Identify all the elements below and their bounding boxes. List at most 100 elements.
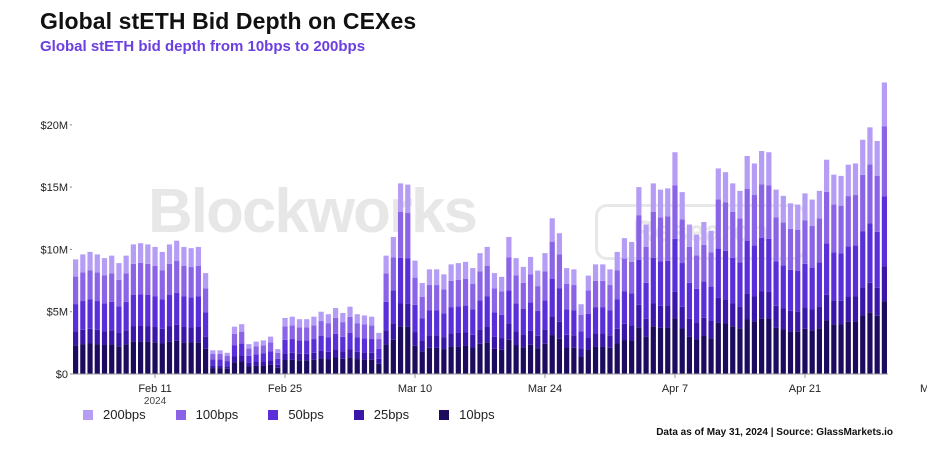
bar-segment-50bps (867, 223, 873, 283)
bar-segment-25bps (831, 300, 837, 325)
bar-segment-100bps (477, 271, 483, 301)
legend-label-10bps: 10bps (459, 407, 495, 422)
bar-segment-25bps (275, 364, 281, 368)
bar-segment-25bps (881, 266, 887, 302)
x-tick-label: May 5 (920, 383, 927, 395)
bar-segment-100bps (405, 213, 411, 259)
bar-segment-200bps (694, 234, 700, 256)
bar-segment-10bps (455, 346, 461, 374)
bar-segment-200bps (759, 151, 765, 185)
bar-segment-200bps (369, 316, 375, 326)
bar-segment-50bps (253, 354, 259, 363)
bar-segment-100bps (607, 285, 613, 311)
bar-segment-10bps (390, 339, 396, 374)
bar-segment-100bps (369, 325, 375, 340)
bar-segment-50bps (773, 261, 779, 306)
bar-segment-50bps (874, 231, 880, 288)
bar-segment-100bps (145, 263, 151, 295)
bar-segment-200bps (174, 240, 180, 261)
bar-segment-200bps (795, 204, 801, 230)
bar-segment-50bps (311, 339, 317, 353)
bar-segment-100bps (217, 353, 223, 360)
bar-segment-10bps (231, 362, 238, 374)
bar-segment-25bps (751, 296, 758, 322)
bar-segment-25bps (282, 353, 288, 360)
bar-segment-10bps (73, 345, 79, 374)
bar-segment-50bps (585, 313, 591, 338)
bar-segment-10bps (123, 344, 129, 374)
bar-segment-10bps (766, 318, 772, 374)
bar-segment-200bps (592, 264, 599, 281)
bar-segment-10bps (361, 359, 368, 374)
bar-segment-100bps (513, 275, 519, 304)
bar-segment-10bps (202, 348, 209, 374)
bar-segment-200bps (751, 163, 758, 196)
bar-segment-100bps (73, 276, 79, 305)
bar-segment-10bps (412, 345, 418, 374)
bar-segment-25bps (109, 330, 115, 345)
bar-segment-200bps (708, 230, 714, 253)
bar-segment-50bps (766, 238, 772, 292)
bar-segment-200bps (448, 264, 454, 281)
bar-segment-50bps (730, 257, 736, 304)
bar-segment-200bps (513, 258, 519, 276)
bar-segment-50bps (484, 296, 490, 327)
bar-segment-100bps (361, 324, 368, 339)
bar-segment-10bps (282, 359, 288, 374)
bar-segment-100bps (166, 263, 173, 295)
bar-segment-100bps (123, 273, 129, 302)
bar-segment-200bps (845, 164, 851, 197)
bar-segment-25bps (607, 335, 613, 348)
bar-segment-200bps (202, 273, 209, 289)
bar-segment-50bps (802, 263, 808, 308)
bar-segment-200bps (809, 199, 815, 226)
legend-item-200bps: 200bps (83, 407, 146, 422)
bar-segment-200bps (311, 316, 317, 326)
bar-segment-200bps (332, 307, 339, 318)
bar-segment-25bps (123, 330, 129, 345)
bar-segment-25bps (289, 352, 295, 360)
bar-segment-200bps (636, 187, 642, 216)
bar-segment-10bps (874, 315, 880, 374)
bar-segment-10bps (549, 335, 555, 374)
bar-segment-100bps (434, 285, 440, 311)
bar-segment-25bps (643, 318, 649, 337)
bar-segment-50bps (744, 241, 750, 294)
bar-segment-10bps (383, 344, 389, 374)
bar-segment-25bps (181, 326, 187, 343)
bar-segment-25bps (852, 296, 859, 322)
bar-segment-50bps (275, 358, 281, 365)
bar-segment-50bps (737, 262, 743, 307)
bar-segment-50bps (838, 253, 844, 301)
bar-segment-100bps (109, 273, 115, 302)
bar-segment-50bps (672, 238, 678, 292)
bar-segment-50bps (694, 288, 700, 323)
bar-segment-200bps (181, 246, 187, 266)
bar-segment-10bps (520, 347, 526, 374)
bar-segment-200bps (824, 159, 830, 192)
bar-segment-100bps (766, 185, 772, 239)
bar-segment-25bps (239, 355, 245, 362)
bar-segment-25bps (506, 323, 512, 340)
bar-segment-200bps (744, 155, 750, 189)
bar-segment-200bps (296, 319, 303, 328)
bar-segment-100bps (867, 164, 873, 224)
bar-segment-50bps (195, 296, 201, 327)
bar-segment-200bps (239, 324, 245, 332)
bar-segment-100bps (744, 188, 750, 241)
bar-segment-10bps (448, 346, 454, 374)
bar-segment-200bps (145, 244, 151, 264)
bar-segment-200bps (390, 236, 396, 258)
bar-segment-25bps (202, 336, 209, 349)
bar-segment-10bps (434, 347, 440, 374)
bar-segment-25bps (87, 328, 93, 344)
y-tick-label: $15M (40, 182, 68, 194)
bar-segment-25bps (737, 306, 743, 329)
bar-segment-25bps (527, 330, 534, 345)
bar-segment-100bps (304, 327, 310, 341)
bar-segment-50bps (578, 331, 584, 349)
bar-segment-50bps (101, 303, 108, 332)
bar-segment-25bps (361, 352, 368, 360)
bar-segment-10bps (260, 365, 266, 374)
bar-segment-25bps (744, 293, 750, 320)
